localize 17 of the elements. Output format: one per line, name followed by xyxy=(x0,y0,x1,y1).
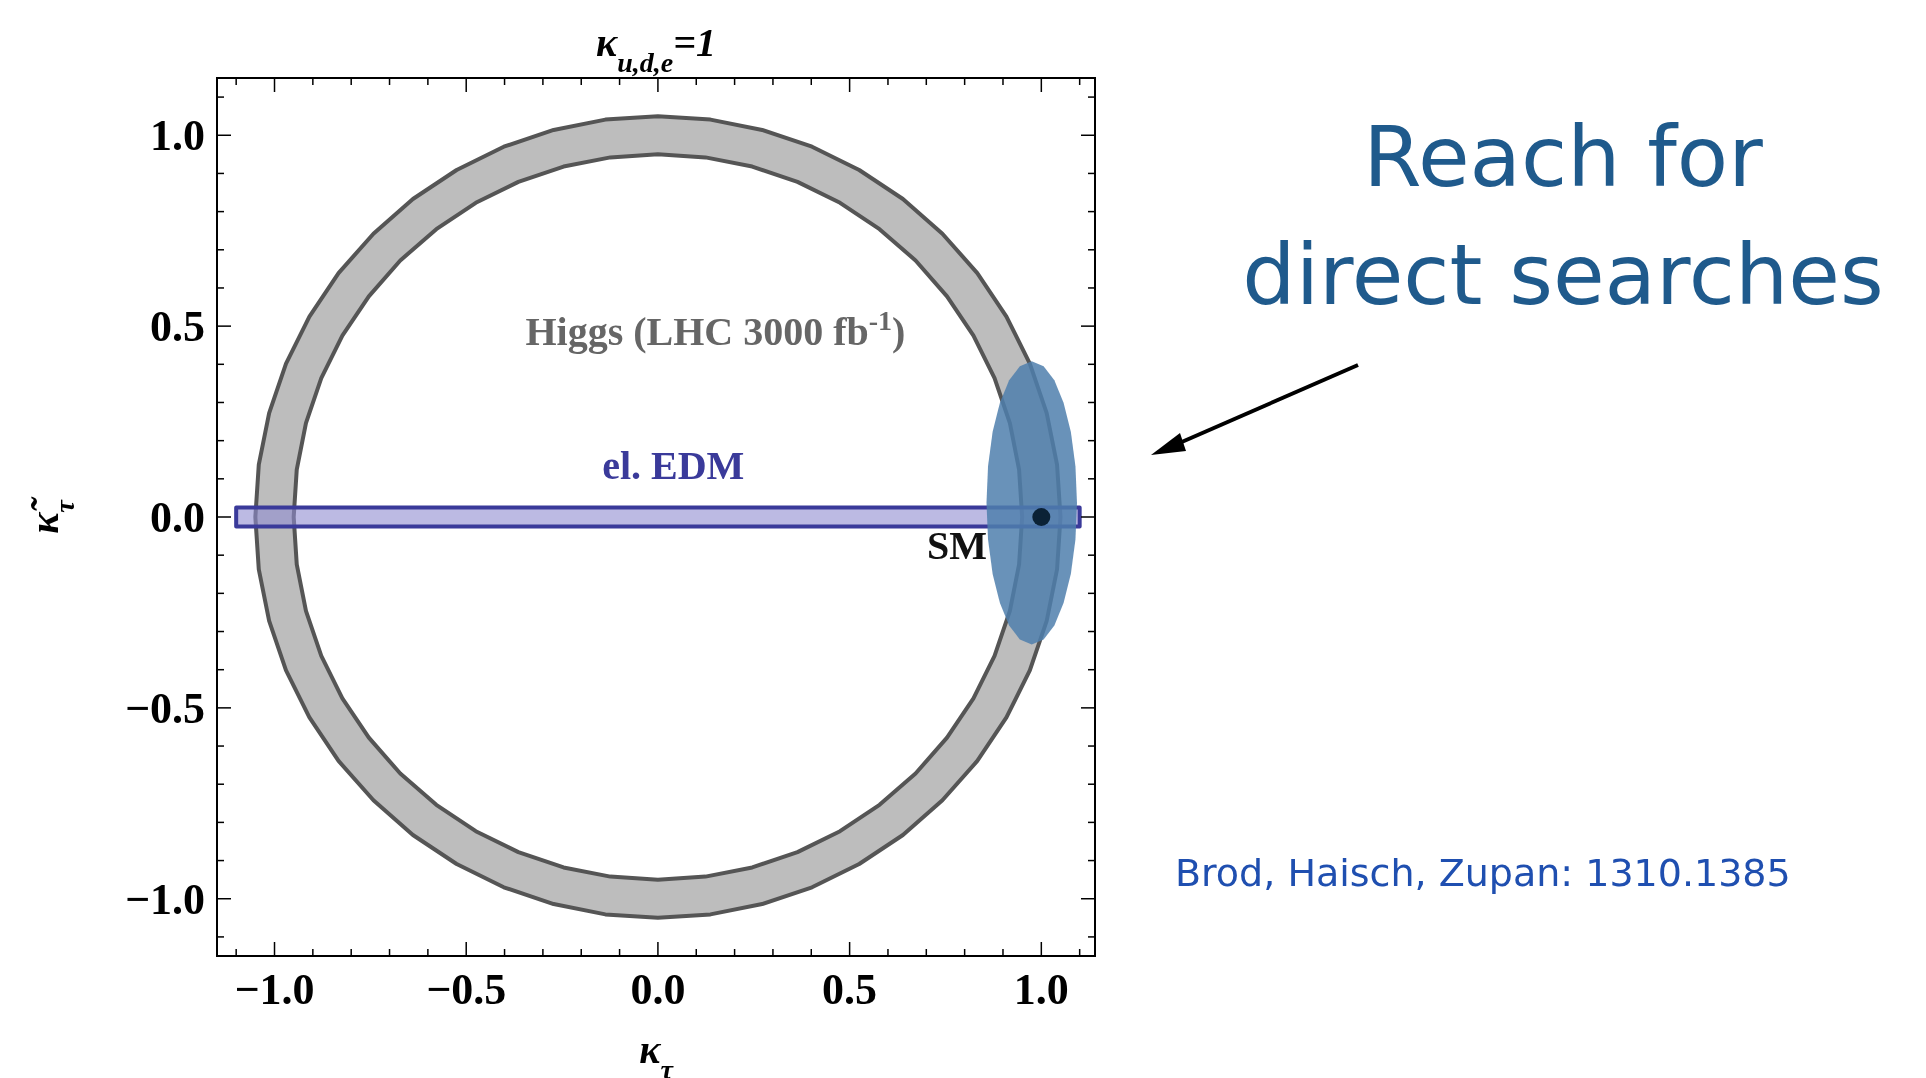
chart-title: κ$_{u,d,e}$=1 xyxy=(596,20,716,78)
x-tick-label: −1.0 xyxy=(234,965,315,1014)
text: Brod, Haisch, Zupan: 1310.1385 xyxy=(1175,851,1791,895)
y-tick-label: −1.0 xyxy=(124,874,205,924)
y-tick-label: 0.5 xyxy=(150,302,205,352)
x-tick-label: 0.0 xyxy=(630,965,686,1014)
x-tick-label: 0.5 xyxy=(822,965,878,1014)
y-tick-label: 0.0 xyxy=(150,493,205,542)
annotation: el. EDM xyxy=(602,442,745,488)
y-tick-label: 1.0 xyxy=(150,111,205,161)
annotation: SM xyxy=(926,522,987,568)
annotation: Higgs (LHC 3000 fb$^{-1}$) xyxy=(525,304,906,355)
x-axis-title: κ$_{τ}$ xyxy=(639,1027,675,1078)
x-tick-label: 1.0 xyxy=(1013,965,1069,1014)
text: Reach for direct searches xyxy=(1242,108,1884,324)
y-tick-label: −0.5 xyxy=(124,683,205,733)
x-tick-label: −0.5 xyxy=(426,965,507,1014)
